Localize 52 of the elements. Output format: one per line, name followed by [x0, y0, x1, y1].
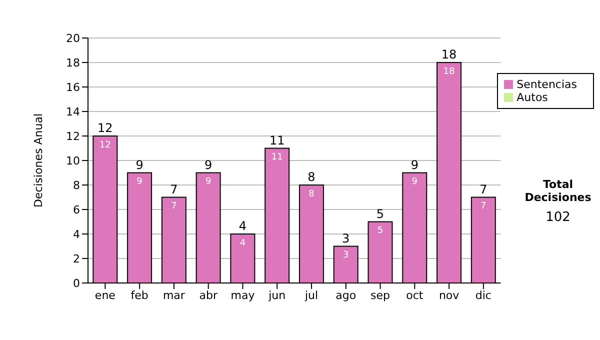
x-tick-label: ago — [336, 288, 356, 302]
x-tick-label: may — [230, 288, 256, 302]
x-tick-label: nov — [438, 288, 460, 302]
data-label: 11 — [271, 152, 283, 163]
y-tick-label: 14 — [66, 105, 80, 118]
x-tick-label: mar — [162, 288, 186, 302]
total-label: 9 — [410, 158, 418, 172]
y-tick-label: 6 — [73, 203, 80, 216]
x-tick-label: jun — [268, 288, 286, 302]
total-label: 7 — [170, 182, 178, 196]
total-label: 9 — [204, 158, 212, 172]
total-label: 9 — [136, 158, 144, 172]
x-tick-label: jul — [304, 288, 318, 302]
y-tick-label: 0 — [73, 276, 80, 290]
data-label: 4 — [240, 238, 246, 248]
total-label: 5 — [376, 206, 384, 221]
data-label: 12 — [99, 140, 111, 150]
legend-label: Autos — [516, 91, 548, 104]
total-label: 7 — [480, 182, 488, 196]
y-tick-label: 4 — [73, 228, 80, 241]
text: Total Decisiones — [524, 178, 592, 204]
y-tick-label: 10 — [66, 154, 80, 168]
y-tick-label: 18 — [66, 56, 80, 70]
x-tick-label: ene — [94, 288, 116, 302]
total-label: 4 — [238, 219, 247, 233]
data-label: 8 — [308, 189, 315, 200]
y-tick-label: 2 — [73, 252, 80, 266]
data-label: 7 — [480, 202, 486, 212]
x-tick-label: dic — [475, 288, 492, 302]
data-label: 5 — [377, 226, 384, 236]
x-tick-label: feb — [130, 288, 148, 302]
data-label: 7 — [171, 202, 177, 212]
total-label: 3 — [342, 231, 350, 246]
y-axis-title: Decisiones Anual — [32, 113, 45, 208]
data-label: 9 — [136, 177, 143, 188]
data-label: 3 — [343, 250, 349, 261]
x-tick-label: oct — [406, 288, 424, 302]
x-tick-label: abr — [199, 288, 218, 302]
y-tick-label: 12 — [66, 130, 80, 143]
total-label: 12 — [98, 121, 113, 135]
total-label: 18 — [441, 48, 457, 62]
data-label: 9 — [412, 177, 418, 188]
total-label: 11 — [269, 133, 285, 148]
y-tick-label: 16 — [66, 80, 80, 94]
y-tick-label: 20 — [66, 32, 80, 45]
data-label: 18 — [443, 66, 456, 77]
data-label: 9 — [205, 177, 212, 188]
x-tick-label: sep — [370, 288, 390, 302]
total-label: 8 — [308, 170, 316, 184]
legend-label: Sentencias — [516, 78, 577, 91]
y-tick-label: 8 — [73, 178, 80, 192]
text: 102 — [544, 210, 572, 225]
